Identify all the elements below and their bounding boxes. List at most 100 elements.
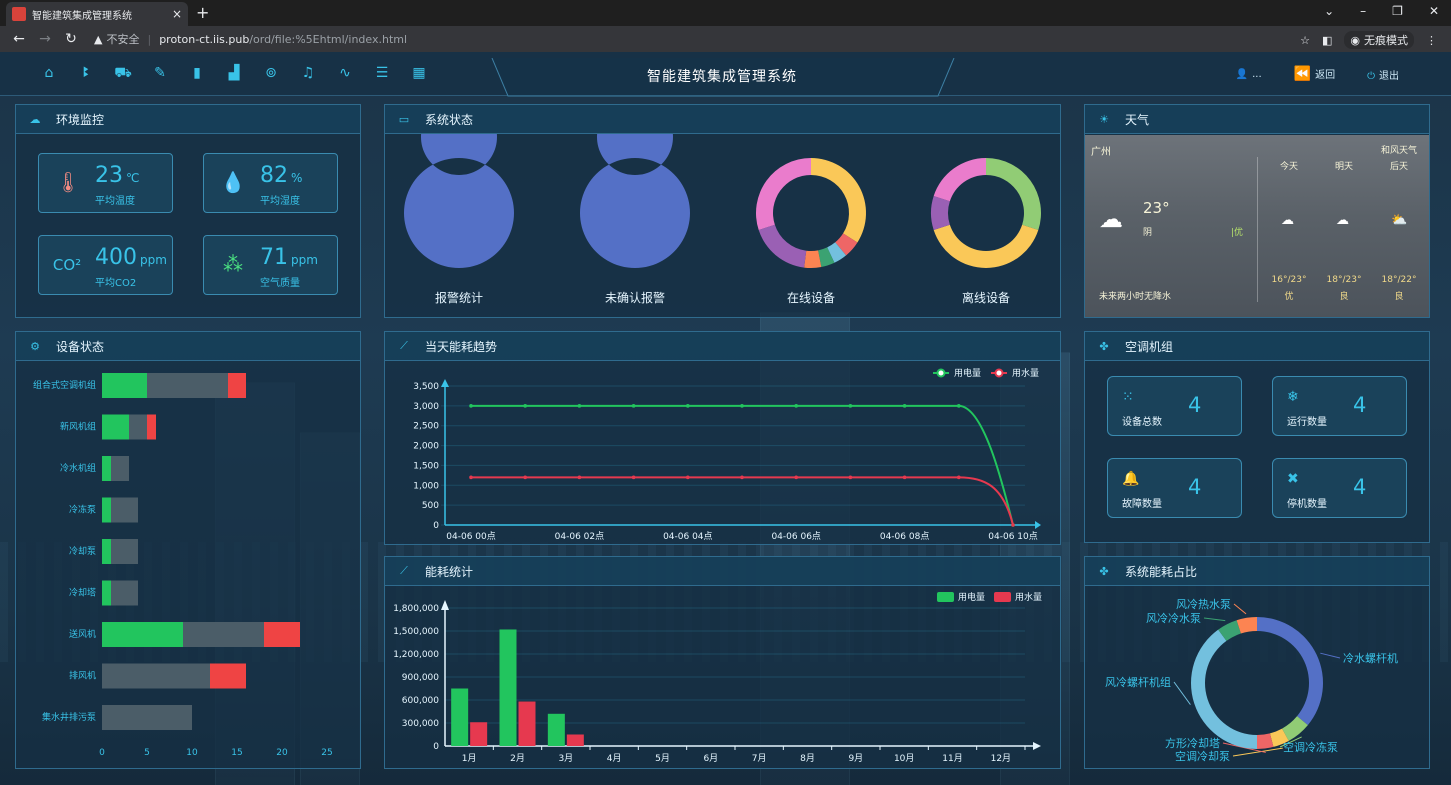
minimize-icon[interactable]: – <box>1360 4 1367 18</box>
ac-stopped-label: 停机数量 <box>1287 499 1327 510</box>
trend-point <box>848 404 853 408</box>
new-tab-button[interactable]: + <box>196 3 210 22</box>
door-icon[interactable]: ▮ <box>193 65 201 81</box>
temperature-value: 23 <box>95 163 123 188</box>
close-window-icon[interactable]: ✕ <box>1428 4 1439 18</box>
stats-x-tick: 11月 <box>942 753 962 764</box>
forecast-icon: ☁ <box>1336 213 1349 228</box>
incognito-badge[interactable]: ◉ 无痕模式 <box>1344 31 1414 49</box>
browser-tab[interactable]: 智能建筑集成管理系统 × <box>6 2 188 26</box>
url-field[interactable]: ▲ 不安全 | proton-ct.iis.pub /ord/file:%5Eh… <box>94 31 407 47</box>
system-status-panel: ▭ 系统状态 报警统计 未确认报警 在线设备 离线设备 <box>384 104 1061 318</box>
back-button[interactable]: ⏪ 返回 <box>1294 66 1335 82</box>
weather-now-temp: 23° <box>1143 199 1170 217</box>
stats-x-arrow <box>1033 742 1041 750</box>
bell-icon[interactable]: ♫ <box>301 65 315 81</box>
system-status-title: 系统状态 <box>425 112 474 127</box>
forecast-range: 18°/23° <box>1326 275 1362 285</box>
people-icon[interactable]: ꔪ <box>82 65 90 81</box>
fan-icon: ✤ <box>1099 339 1109 353</box>
share-slice <box>1236 617 1257 634</box>
energy-trend-title: 当天能耗趋势 <box>425 339 498 354</box>
stats-y-tick: 600,000 <box>402 696 439 706</box>
device-bar-segment <box>102 373 147 398</box>
ac-running-card[interactable]: ❄ 运行数量 4 <box>1272 376 1407 436</box>
power-icon: ⏻ <box>1367 70 1375 82</box>
stats-bar <box>566 734 584 746</box>
device-bar-segment <box>111 497 138 523</box>
donut-slice <box>758 224 807 268</box>
trend-point <box>577 404 582 408</box>
calendar-icon[interactable]: ▦ <box>412 65 426 81</box>
share-label-line <box>1233 603 1247 615</box>
building-icon[interactable]: ▟ <box>228 65 240 81</box>
donut-slice <box>933 158 986 202</box>
ac-stopped-card[interactable]: ✖ 停机数量 4 <box>1272 458 1407 518</box>
donut-slice <box>827 242 847 263</box>
warning-icon: ▲ <box>94 32 103 46</box>
donut-slice <box>403 134 514 268</box>
device-category-label: 新风机组 <box>60 421 96 433</box>
trend-point <box>686 475 690 480</box>
humidity-card[interactable]: 💧 82% 平均湿度 <box>203 153 338 213</box>
energy-share-panel: ✤ 系统能耗占比 冷水螺杆机 空调冷冻泵 空调冷却泵 方形冷却塔 风冷螺杆机组 风冷冷水泵… <box>1084 556 1430 769</box>
trend-point <box>523 475 527 480</box>
stats-y-tick: 900,000 <box>402 673 439 683</box>
co2-card[interactable]: CO² 400 ppm 平均CO2 <box>38 235 173 295</box>
share-slice <box>1269 728 1289 747</box>
humidity-label: 平均湿度 <box>260 196 300 207</box>
energy-stats-title: 能耗统计 <box>425 564 474 579</box>
trend-point <box>740 475 744 480</box>
ac-running-label: 运行数量 <box>1287 417 1327 428</box>
back-icon[interactable]: ← <box>13 31 25 47</box>
title-frame <box>491 58 955 97</box>
air-particles-icon: ⁂ <box>223 252 243 276</box>
ac-fault-card[interactable]: 🔔 故障数量 4 <box>1107 458 1242 518</box>
trend-x-tick: 04-06 02点 <box>555 531 604 542</box>
donut-slice <box>986 158 1041 230</box>
trend-legend-label: 用水量 <box>1012 367 1039 379</box>
stats-x-tick: 10月 <box>894 753 914 764</box>
chart-line-icon[interactable]: ∿ <box>339 65 351 81</box>
share-label-line <box>1173 681 1191 705</box>
side-panel-icon[interactable]: ◧ <box>1321 33 1333 47</box>
bookmark-star-icon[interactable]: ☆ <box>1300 33 1310 47</box>
trend-y-tick: 2,000 <box>413 442 439 452</box>
document-icon[interactable]: ☰ <box>375 65 389 81</box>
tab-search-icon[interactable]: ⌄ <box>1324 4 1335 18</box>
logout-button[interactable]: ⏻ 退出 <box>1367 67 1399 82</box>
tool-icon[interactable]: ✎ <box>154 65 166 81</box>
trend-point <box>902 404 907 408</box>
ac-total-card[interactable]: ⁙ 设备总数 4 <box>1107 376 1242 436</box>
air-quality-card[interactable]: ⁂ 71 ppm 空气质量 <box>203 235 338 295</box>
stats-legend-label: 用电量 <box>958 591 985 603</box>
device-bar-segment <box>183 622 264 647</box>
device-status-title: 设备状态 <box>56 339 105 354</box>
trend-point <box>794 404 798 408</box>
temperature-card[interactable]: 🌡 23 ℃ 平均温度 <box>38 153 173 213</box>
forecast-quality: 良 <box>1394 292 1404 302</box>
restore-icon[interactable]: ❐ <box>1392 4 1403 18</box>
forward-icon[interactable]: → <box>39 31 51 47</box>
browser-menu-icon[interactable]: ⋮ <box>1426 33 1437 47</box>
user-icon: 👤 <box>1235 68 1249 80</box>
clip-icon[interactable]: ⊚ <box>265 65 277 81</box>
weather-source: 和风天气 <box>1380 146 1417 156</box>
reload-icon[interactable]: ↻ <box>65 31 77 47</box>
window-controls: ⌄ – ❐ ✕ <box>1324 4 1439 18</box>
weather-day: 后天 <box>1389 162 1408 172</box>
device-bar-segment <box>210 663 246 689</box>
vehicle-icon[interactable]: ⛟ <box>114 65 132 81</box>
share-slice-label: 风冷螺杆机组 <box>1105 675 1171 689</box>
device-category-label: 组合式空调机组 <box>33 379 96 391</box>
trend-x-tick: 04-06 06点 <box>771 531 820 542</box>
share-slice <box>1257 733 1274 749</box>
user-menu[interactable]: 👤... <box>1236 69 1262 80</box>
device-x-tick: 0 <box>99 748 105 758</box>
home-icon[interactable]: ⌂ <box>44 65 54 81</box>
tab-close-icon[interactable]: × <box>171 7 182 21</box>
device-x-tick: 5 <box>144 748 150 758</box>
temperature-unit: ℃ <box>126 171 140 185</box>
thermometer-icon: 🌡 <box>55 170 81 194</box>
weather-widget[interactable]: 广州 和风天气 今天 明天 后天 ☁ 23° 阴 |优 未来两小时无降水 ☁ ☁… <box>1085 135 1429 317</box>
